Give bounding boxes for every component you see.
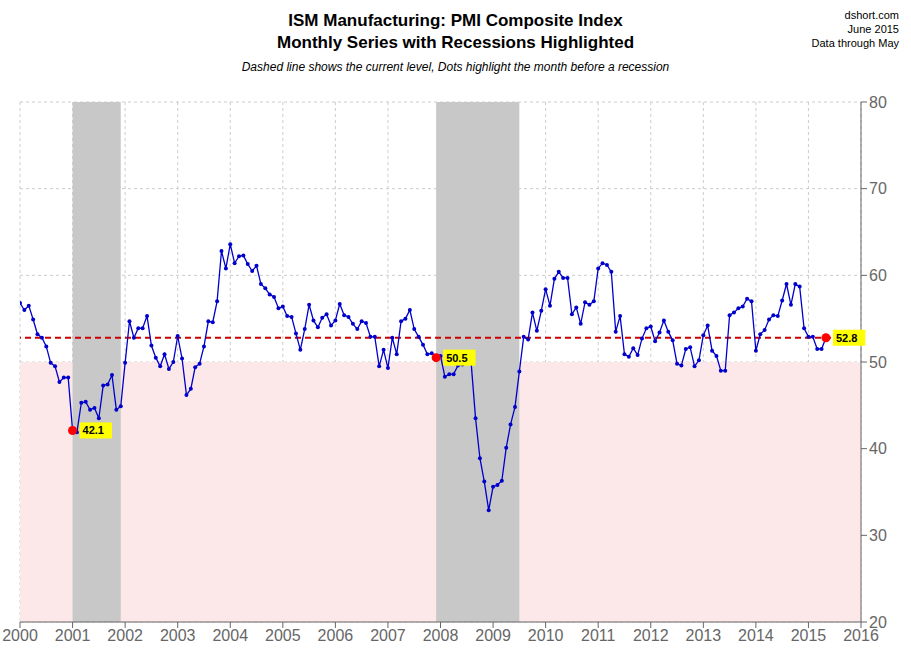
svg-text:70: 70 [869, 180, 887, 197]
svg-text:2009: 2009 [475, 627, 511, 644]
svg-text:2002: 2002 [107, 627, 143, 644]
svg-text:60: 60 [869, 267, 887, 284]
html-text:ISM Manufacturing: PMI Composi: ISM Manufacturing: PMI Composite Index [288, 11, 623, 30]
html-text:dshort.com: dshort.com [844, 9, 899, 21]
svg-text:2000: 2000 [8, 627, 38, 644]
svg-text:2001: 2001 [55, 627, 91, 644]
svg-text:20: 20 [869, 614, 887, 631]
svg-text:2006: 2006 [318, 627, 354, 644]
svg-text:2013: 2013 [686, 627, 722, 644]
svg-text:2005: 2005 [265, 627, 301, 644]
svg-text:50: 50 [869, 354, 887, 371]
svg-text:2015: 2015 [791, 627, 827, 644]
svg-text:2011: 2011 [581, 627, 616, 644]
svg-text:2007: 2007 [370, 627, 406, 644]
svg-text:42.1: 42.1 [83, 424, 104, 436]
svg-text:50.5: 50.5 [446, 352, 467, 364]
html-text:Dashed line shows the current: Dashed line shows the current level, Dot… [241, 60, 670, 74]
svg-text:2014: 2014 [738, 627, 774, 644]
svg-text:2012: 2012 [633, 627, 669, 644]
svg-text:30: 30 [869, 527, 887, 544]
svg-text:52.8: 52.8 [836, 332, 857, 344]
html-text:Monthly Series with Recessions: Monthly Series with Recessions Highlight… [277, 33, 634, 52]
svg-text:2016: 2016 [843, 627, 879, 645]
svg-text:2003: 2003 [160, 627, 196, 644]
html-text:June 2015: June 2015 [847, 23, 899, 35]
svg-text:40: 40 [869, 440, 887, 457]
svg-text:2008: 2008 [423, 627, 459, 644]
svg-text:2004: 2004 [212, 627, 248, 644]
svg-text:80: 80 [869, 94, 887, 111]
svg-text:2010: 2010 [528, 627, 564, 644]
html-text:Data through May: Data through May [811, 37, 899, 49]
